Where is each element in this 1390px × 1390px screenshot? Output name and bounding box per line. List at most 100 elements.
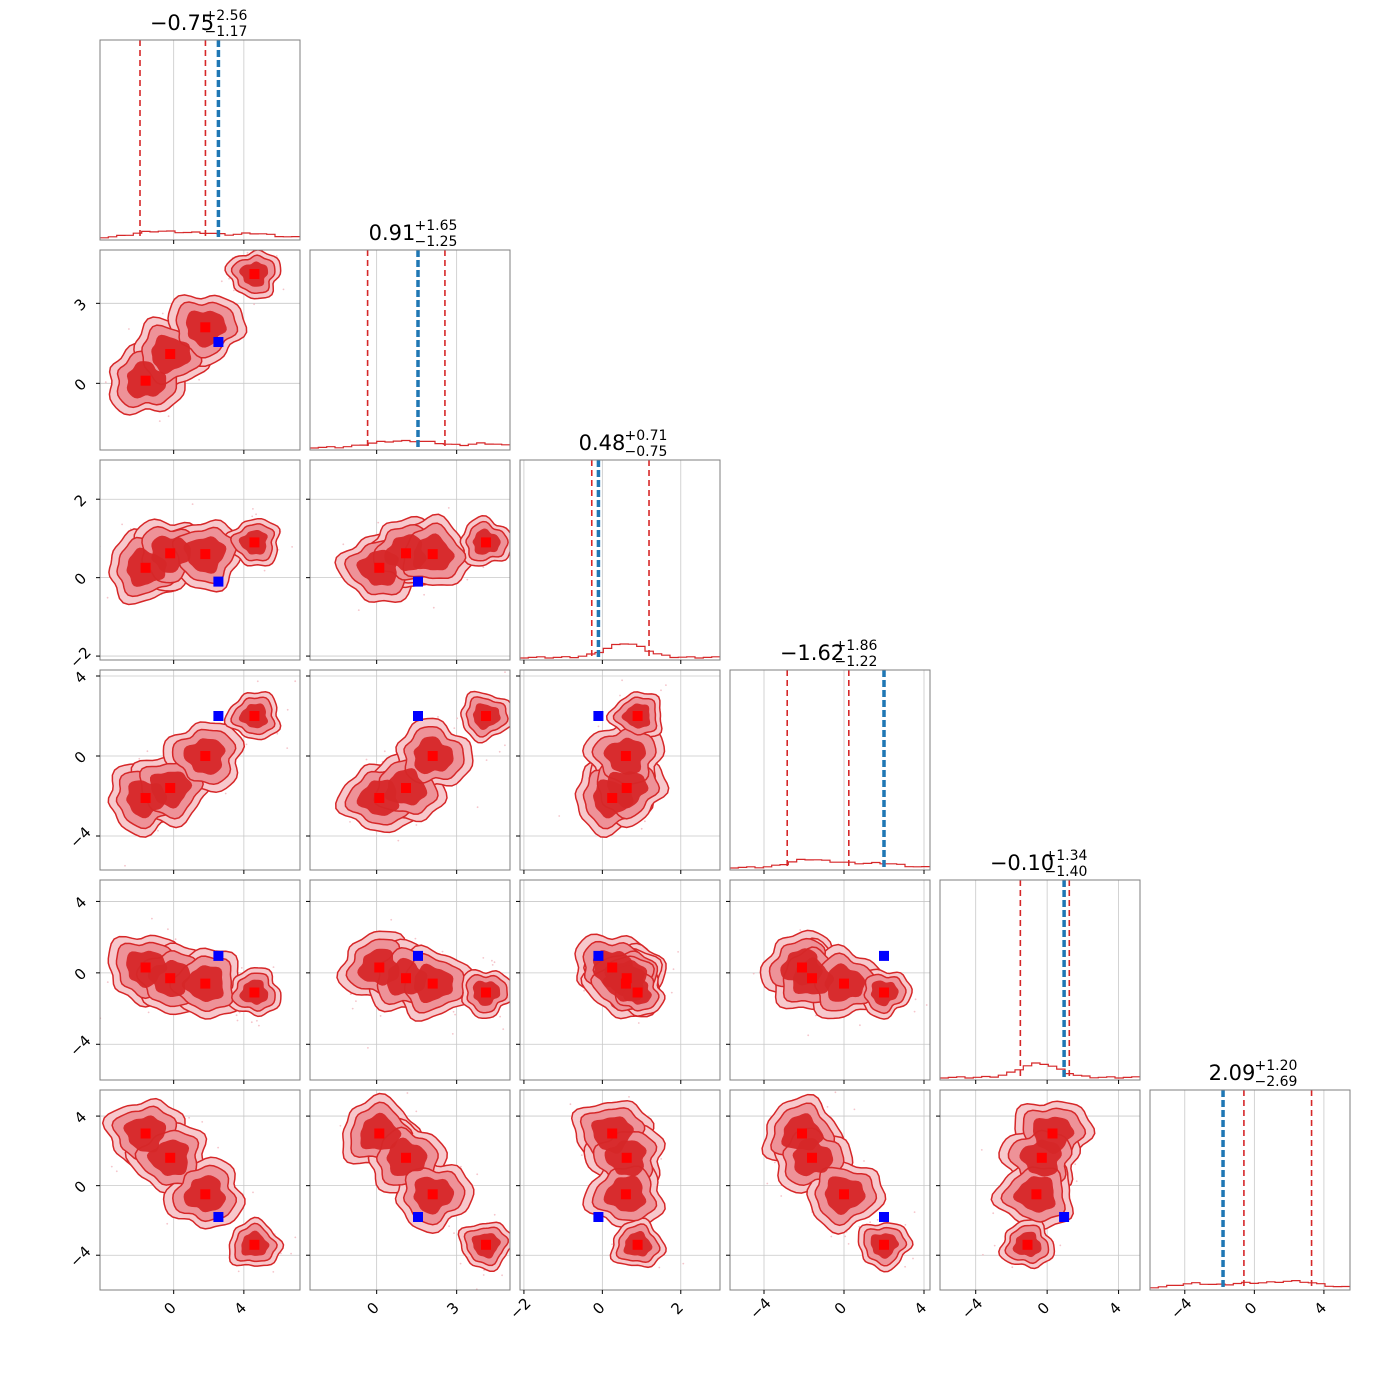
panel-frame [99,249,301,451]
sample-point [628,1096,630,1098]
x-tick-label: 0 [831,1299,850,1318]
sample-point [482,1274,485,1276]
mode-marker [200,751,211,761]
sample-point [453,727,456,729]
x-tick-label: 0 [363,1299,382,1318]
panel-frame [729,879,931,1081]
sample-point [276,732,279,735]
sample-point [342,543,345,546]
sample-point [106,596,109,599]
sample-point [228,277,231,280]
mode-marker [140,375,151,386]
param-title-upper-2: +0.71 [625,428,668,444]
sample-point [349,993,352,995]
mode-marker [165,548,176,559]
panel-1-0: 03 [71,243,301,454]
sample-point [621,679,623,682]
panel-4-0: −4 0 4 [66,879,304,1084]
sample-point [580,1154,583,1156]
hist-panel-1: 0.91 +1.65−1.25 [309,218,511,454]
mode-marker [1022,1239,1033,1250]
y-tick-label: −2 [66,643,94,671]
sample-point [115,1170,118,1173]
sample-point [406,1092,409,1094]
mode-marker [249,711,260,721]
mode-marker [200,978,211,989]
sample-point [432,606,435,609]
mode-marker [165,1152,176,1163]
sample-point [514,1270,516,1272]
mode-marker [839,978,849,989]
param-title-0: −0.75 [150,11,214,35]
sample-point [665,684,667,686]
sample-point [284,243,286,245]
sample-point [853,1108,856,1111]
panel-frame [309,249,511,451]
panel-frame [939,1089,1141,1291]
y-tick-label: 2 [71,491,90,510]
sample-point [980,1149,983,1151]
sample-point [752,972,755,975]
sample-point [294,1236,297,1239]
y-tick-label: 4 [71,668,90,687]
sample-point [275,255,278,257]
mode-marker [249,1239,260,1250]
x-tick-label: 0 [1034,1299,1053,1318]
sample-point [658,1266,661,1269]
mode-marker [200,549,211,560]
param-title-2: 0.48 [579,431,626,455]
sample-point [482,566,485,569]
y-tick-label: 0 [71,1177,90,1196]
sample-point [167,928,169,931]
panel-4-1 [306,879,511,1084]
sample-point [272,1271,275,1273]
truth-marker [1059,1212,1070,1222]
sample-point [498,750,501,753]
sample-point [301,1236,303,1238]
sample-point [830,1235,833,1238]
sample-point [453,1232,455,1234]
sample-point [286,245,288,247]
sample-point [146,750,149,753]
truth-marker [879,1212,889,1222]
param-title-upper-1: +1.65 [415,218,458,234]
param-title-lower-5: −2.69 [1255,1074,1298,1090]
sample-point [104,381,107,384]
sample-point [904,1224,907,1226]
sample-point [124,864,126,867]
sample-point [302,978,304,980]
sample-point [493,1213,496,1216]
mode-marker [481,1239,491,1250]
param-title-4: −0.10 [990,851,1054,875]
histogram [310,439,510,449]
sample-point [660,1158,663,1160]
y-tick-label: 3 [71,295,90,314]
sample-point [670,991,673,994]
truth-marker [413,711,423,721]
truth-marker [413,1212,423,1222]
sample-point [597,725,600,728]
sample-point [914,998,917,1001]
mode-marker [140,1128,151,1139]
hist-panel-0: −0.75+2.56−1.17 [99,8,301,244]
y-tick-label: −4 [66,1242,94,1270]
sample-point [993,1244,996,1247]
sample-point [237,1270,240,1273]
sample-point [619,694,621,697]
panel-3-1 [306,669,511,874]
param-title-lower-1: −1.25 [415,234,458,250]
mode-marker [165,783,176,793]
panel-5-4: −4 0 4 [936,1089,1141,1323]
sample-point [913,1211,916,1213]
panel-5-0: 0 4 −4 0 4 [66,1089,303,1318]
sample-point [397,839,400,842]
mode-marker [374,962,385,973]
sample-point [151,917,153,920]
truth-marker [413,576,423,587]
sample-point [357,609,360,611]
y-tick-label: −4 [66,1032,94,1060]
sample-point [644,820,646,823]
sample-point [236,1019,239,1022]
sample-point [583,989,585,992]
